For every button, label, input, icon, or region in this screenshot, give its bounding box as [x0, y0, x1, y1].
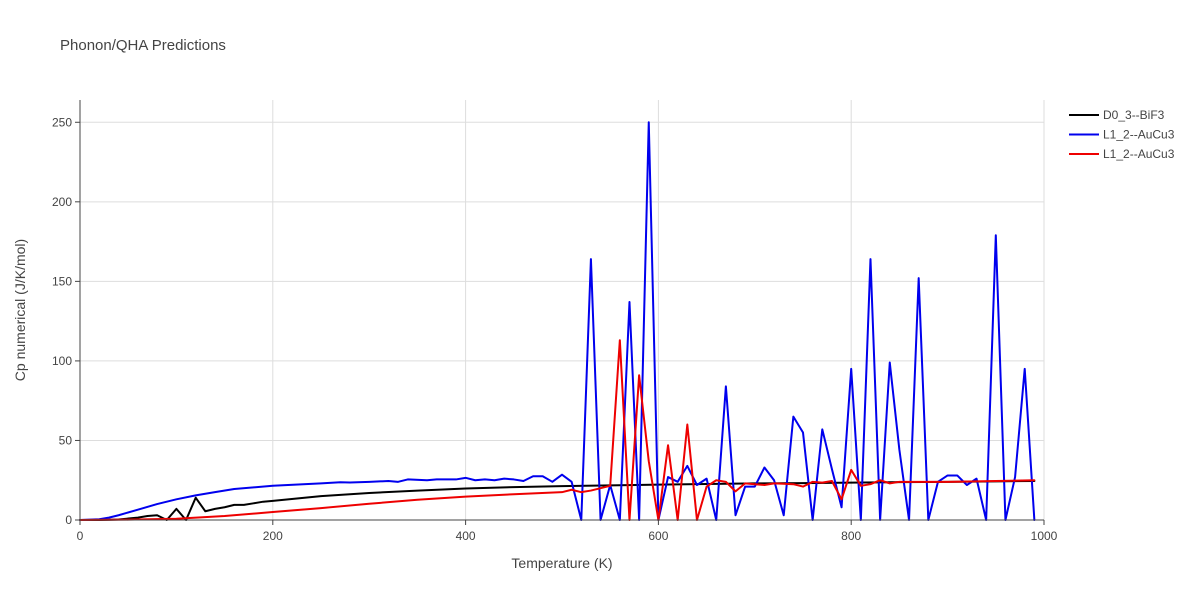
series-line-2: [79, 121, 1036, 521]
legend-label-3[interactable]: L1_2--AuCu3: [1103, 147, 1175, 161]
y-tick-label: 100: [52, 354, 72, 368]
x-tick-label: 600: [648, 529, 668, 543]
grid: [80, 100, 1045, 520]
y-tick-label: 50: [59, 433, 73, 447]
y-tick-label: 0: [65, 513, 72, 527]
y-tick-label: 200: [52, 195, 72, 209]
x-tick-label: 200: [263, 529, 283, 543]
x-axis-title: Temperature (K): [511, 555, 612, 571]
x-tick-label: 400: [456, 529, 476, 543]
chart-title: Phonon/QHA Predictions: [60, 37, 226, 54]
y-tick-label: 150: [52, 274, 72, 288]
legend-label-2[interactable]: L1_2--AuCu3: [1103, 128, 1175, 142]
series-line-3: [79, 339, 1036, 521]
series-group: [79, 121, 1036, 521]
x-tick-label: 800: [841, 529, 861, 543]
axes: [79, 100, 1044, 521]
x-tick-label: 0: [77, 529, 84, 543]
legend[interactable]: D0_3--BiF3 L1_2--AuCu3 L1_2--AuCu3: [1069, 108, 1175, 161]
tick-labels: 0 200 400 600 800 1000 0 50 100 150 200 250: [52, 115, 1058, 543]
x-tick-label: 1000: [1031, 529, 1058, 543]
y-axis-title: Cp numerical (J/K/mol): [12, 239, 28, 381]
y-tick-label: 250: [52, 115, 72, 129]
legend-label-1[interactable]: D0_3--BiF3: [1103, 108, 1165, 122]
